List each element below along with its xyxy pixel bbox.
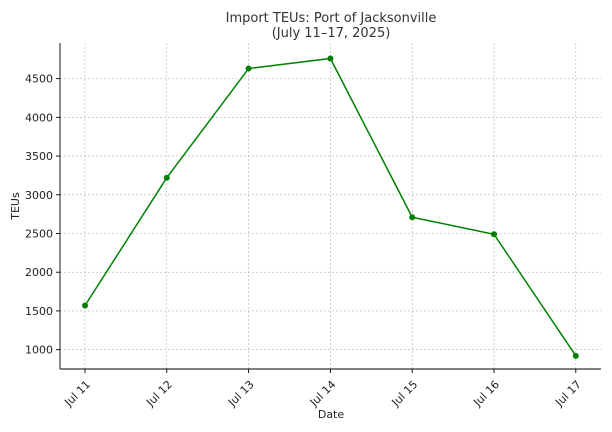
- y-tick-label: 2500: [25, 227, 53, 240]
- y-tick-label: 2000: [25, 266, 53, 279]
- x-axis-label: Date: [318, 408, 345, 421]
- y-tick-label: 3500: [25, 150, 53, 163]
- y-tick-label: 1000: [25, 344, 53, 357]
- y-tick-label: 4500: [25, 73, 53, 86]
- data-point: [82, 302, 88, 309]
- x-tick-label: Jul 13: [225, 378, 257, 410]
- data-point: [327, 55, 334, 62]
- series: [82, 55, 579, 359]
- data-point: [572, 352, 579, 359]
- x-tick-label: Jul 11: [61, 378, 93, 410]
- x-tick-label: Jul 12: [143, 378, 175, 410]
- chart-subtitle: (July 11–17, 2025): [272, 26, 391, 41]
- x-tick-label: Jul 14: [307, 378, 339, 410]
- gridlines: [60, 43, 601, 369]
- x-tick-label: Jul 16: [470, 378, 502, 410]
- y-axis-label: TEUs: [9, 192, 22, 221]
- y-tick-label: 4000: [25, 111, 53, 124]
- data-point: [245, 65, 252, 72]
- axes: 1000 1500 2000 2500 3000 3500 4000 4500 Jul 11 Ju…: [25, 43, 601, 410]
- x-tick-label: Jul 17: [552, 378, 584, 410]
- y-tick-label: 1500: [25, 305, 53, 318]
- chart-title: Import TEUs: Port of Jacksonville: [226, 11, 437, 26]
- data-point: [163, 174, 170, 181]
- data-point: [491, 231, 497, 238]
- data-point: [409, 214, 416, 221]
- x-tick-label: Jul 15: [389, 378, 421, 410]
- y-tick-label: 3000: [25, 189, 53, 202]
